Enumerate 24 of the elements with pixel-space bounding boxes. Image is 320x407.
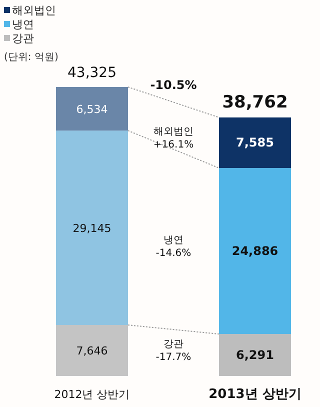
annotation: 해외법인 +16.1% (153, 126, 194, 151)
annotation: 냉연 -14.6% (156, 235, 192, 260)
data-label: 6,534 (76, 102, 108, 116)
annotation: 강관 -17.7% (156, 339, 192, 364)
bar (219, 334, 291, 376)
text: (단위: 억원) (4, 52, 58, 63)
total-label: 38,762 (222, 92, 288, 112)
data-label: 6,291 (236, 348, 274, 362)
bar (56, 324, 128, 376)
x-tick-label: 2012년 상반기 (54, 388, 130, 401)
legend-label: 해외법인 (12, 4, 56, 17)
data-label: 7,585 (236, 136, 274, 150)
data-label: 29,145 (72, 222, 112, 235)
legend-label: 강관 (12, 32, 34, 45)
bar (56, 130, 128, 325)
bar (219, 117, 291, 168)
annotation: -10.5% (150, 78, 197, 92)
bar (219, 168, 291, 334)
legend-label: 냉연 (12, 18, 34, 31)
data-label: 7,646 (76, 344, 108, 358)
data-label: 24,886 (232, 244, 278, 258)
bar (56, 87, 128, 131)
x-tick-label: 2013년 상반기 (208, 387, 302, 402)
total-label: 43,325 (68, 65, 116, 81)
